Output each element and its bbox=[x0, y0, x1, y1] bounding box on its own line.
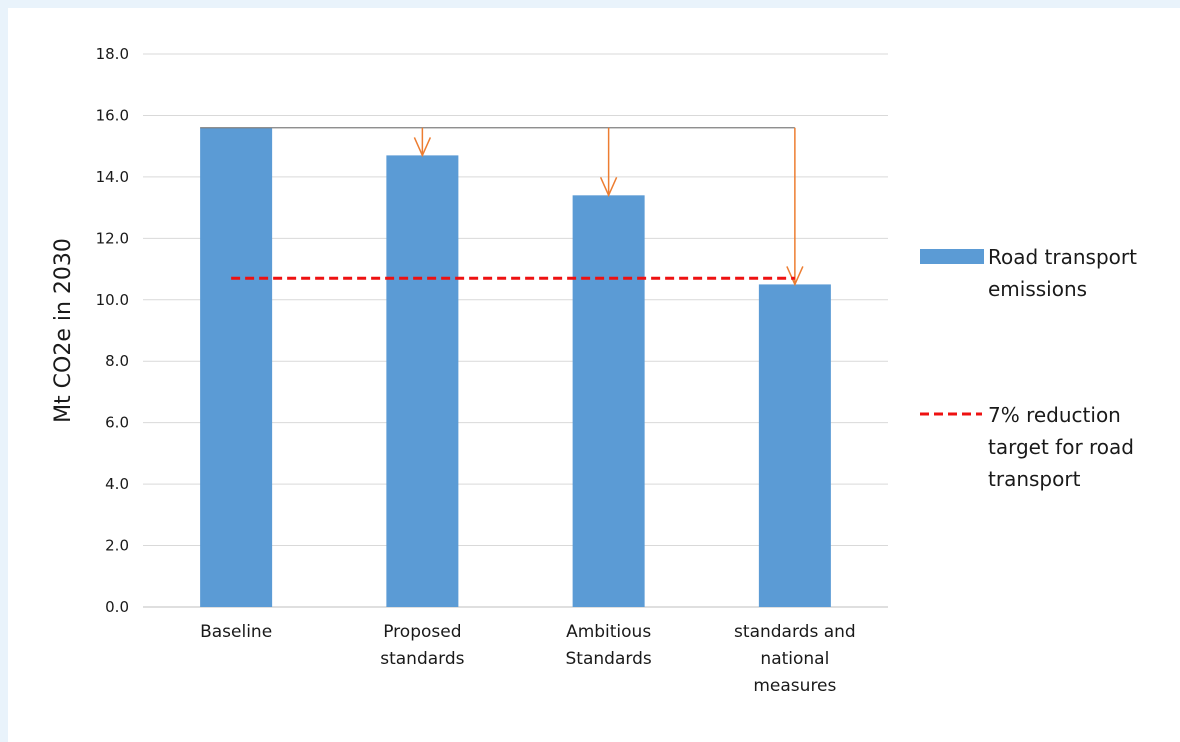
y-tick-label: 14.0 bbox=[96, 168, 129, 186]
y-tick-label: 18.0 bbox=[96, 45, 129, 63]
legend-label: 7% reduction target for road transport bbox=[988, 403, 1134, 491]
x-category-label: Proposed standards bbox=[380, 622, 464, 669]
x-category-label: standards and national measures bbox=[734, 622, 856, 696]
y-axis-label: Mt CO2e in 2030 bbox=[51, 238, 76, 423]
x-category-label: Baseline bbox=[200, 622, 272, 642]
y-tick-label: 16.0 bbox=[96, 106, 129, 124]
y-tick-label: 2.0 bbox=[105, 537, 129, 555]
y-tick-label: 0.0 bbox=[105, 598, 129, 616]
y-tick-label: 12.0 bbox=[96, 229, 129, 247]
reduction-arrowhead bbox=[599, 177, 618, 198]
legend-label: Road transport emissions bbox=[988, 245, 1137, 301]
x-axis-categories: Baseline Proposed standards Ambitious Standa… bbox=[200, 622, 856, 696]
bar bbox=[386, 155, 459, 607]
y-tick-label: 10.0 bbox=[96, 291, 129, 309]
bar bbox=[572, 195, 645, 608]
legend-swatch-bar bbox=[920, 249, 984, 264]
bars bbox=[200, 127, 831, 608]
bar-chart: 0.0 2.0 4.0 6.0 8.0 10.0 12.0 14.0 16.0 18.0 Base… bbox=[51, 45, 1137, 696]
reduction-arrowhead bbox=[786, 266, 804, 287]
y-tick-label: 8.0 bbox=[105, 352, 129, 370]
y-tick-label: 4.0 bbox=[105, 475, 129, 493]
y-tick-label: 6.0 bbox=[105, 414, 129, 432]
chart-card: 0.0 2.0 4.0 6.0 8.0 10.0 12.0 14.0 16.0 18.0 Base… bbox=[8, 8, 1180, 742]
x-category-label: Ambitious Standards bbox=[566, 622, 652, 669]
reduction-arrowhead bbox=[413, 137, 432, 158]
legend: Road transport emissions 7% reduction targe… bbox=[920, 245, 1137, 491]
bar bbox=[758, 284, 831, 607]
annotations bbox=[200, 127, 804, 287]
bar bbox=[200, 127, 273, 607]
y-axis-ticks: 0.0 2.0 4.0 6.0 8.0 10.0 12.0 14.0 16.0 18.0 bbox=[96, 45, 129, 616]
